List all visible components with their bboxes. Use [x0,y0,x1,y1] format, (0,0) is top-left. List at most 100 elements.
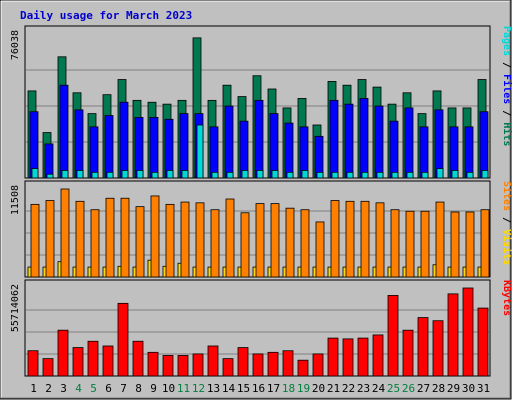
day-label: 22 [342,382,355,395]
kbytes-bar [342,338,354,377]
pages-bar [46,173,54,179]
kbytes-bar [402,329,414,377]
legend-files: Files [501,74,512,104]
pages-bar [196,124,204,179]
chart-title: Daily usage for March 2023 [20,9,192,22]
pages-bar [31,168,39,179]
day-label: 28 [432,382,445,395]
sites-bar [405,210,415,278]
day-label: 13 [207,382,220,395]
pages-bar [91,171,99,179]
files-bar [74,109,84,179]
sites-bar [60,188,70,278]
pages-bar [241,170,249,179]
pages-bar [406,171,414,179]
panel-visits-sites: 11508 Sites / Visits [10,180,512,278]
kbytes-bar [462,287,474,377]
kbytes-bar [57,329,69,377]
sites-bar [210,209,220,278]
sites-bar [285,207,295,278]
sites-bar [150,195,160,278]
kbytes-bar [147,351,159,377]
files-bar [329,99,339,179]
sites-bar [300,209,310,278]
sites-bar [135,206,145,278]
legend-sites: Sites [501,181,512,211]
pages-bar [481,170,489,179]
sites-bar [165,203,175,278]
files-bar [179,113,189,179]
panel-hits-files-pages: 76038 Pages / Files / Hits [10,25,512,179]
legend-pages: Pages [501,26,512,56]
kbytes-bar [477,307,489,377]
day-label: 3 [60,382,67,395]
day-label: 18 [282,382,295,395]
pages-bar [136,170,144,179]
day-label: 25 [387,382,400,395]
day-label: 23 [357,382,370,395]
day-label: 11 [177,382,190,395]
files-bar [239,120,249,179]
day-label: 31 [477,382,490,395]
files-bar [419,126,429,179]
kbytes-bar [27,350,39,377]
sites-bar [90,209,100,278]
files-bar [254,99,264,179]
day-label: 2 [45,382,52,395]
pages-bar [166,170,174,179]
day-label: 10 [162,382,175,395]
files-bar [104,115,114,179]
kbytes-bar [447,293,459,377]
day-label: 19 [297,382,310,395]
day-label: 12 [192,382,205,395]
kbytes-bar [162,355,174,377]
files-bar [149,116,159,179]
pages-bar [76,170,84,179]
day-label: 24 [372,382,386,395]
sites-bar [450,211,460,278]
pages-bar [226,171,234,179]
day-label: 20 [312,382,325,395]
day-label: 5 [90,382,97,395]
day-label: 17 [267,382,280,395]
pages-bar [391,171,399,179]
sites-bar [390,209,400,278]
kbytes-bar [312,353,324,377]
files-bar [119,101,129,179]
files-bar [89,126,99,179]
files-bar [479,111,489,179]
day-label: 9 [150,382,157,395]
day-label: 21 [327,382,340,395]
pages-bar [301,170,309,179]
day-label: 1 [30,382,37,395]
day-label: 8 [135,382,142,395]
day-label: 16 [252,382,265,395]
y-max-label: 55714062 [10,284,21,332]
side-legend: Pages / Files / Hits [501,26,512,146]
files-bar [389,120,399,179]
pages-bar [451,170,459,179]
day-label: 29 [447,382,460,395]
side-legend: Sites / Visits [501,181,512,265]
pages-bar [436,168,444,179]
legend-separator: / [501,56,512,74]
sites-bar [465,211,475,278]
day-label: 4 [75,382,82,395]
y-max-label: 76038 [10,30,21,60]
kbytes-bar [192,353,204,377]
sites-bar [360,200,370,278]
side-legend: KBytes [501,280,512,316]
sites-bar [375,202,385,278]
sites-bar [75,200,85,278]
kbytes-bar [357,337,369,377]
pages-bar [256,170,264,179]
kbytes-bar [417,317,429,377]
kbytes-bar [387,295,399,377]
y-max-label: 11508 [10,185,21,215]
pages-bar [331,171,339,179]
files-bar [44,143,54,179]
sites-bar [270,203,280,278]
legend-hits: Hits [501,122,512,146]
